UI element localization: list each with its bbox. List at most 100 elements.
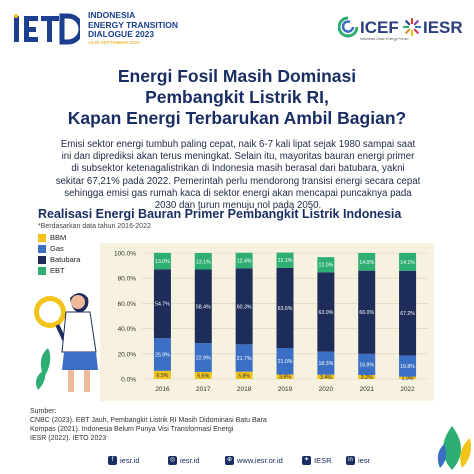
facebook-icon: f [108,456,117,465]
headline-line: Pembangkit Listrik RI, [145,87,329,107]
globe-icon: ⊕ [225,456,234,465]
data-label: 54.7% [155,302,170,308]
data-label: 13.1% [196,259,211,265]
footer-link-facebook[interactable]: f iesr.id [108,456,140,465]
header-bar: INDONESIA ENERGY TRANSITION DIALOGUE 202… [0,0,474,58]
x-tick-label: 2017 [196,386,211,393]
bar-segment-bbm [358,374,376,379]
bar-segment-gas [399,355,417,377]
icef-name: ICEF [360,18,399,37]
body-paragraph: Emisi sektor energi tumbuh paling cepat,… [36,139,440,212]
y-tick-label: 40.0% [118,326,137,333]
chart-note: *Berdasarkan data tahun 2016-2022 [38,223,151,230]
bar-segment-ebt [317,257,335,273]
source-heading: Sumber: [30,408,57,415]
footer-link-label: www.iesr.or.id [237,456,283,465]
bar-segment-bbm [276,374,294,379]
data-label: 16.8% [400,364,415,370]
source-item: CNBC (2023). EBT Jauh, Pembangkit Listri… [30,417,267,424]
event-name-line: ENERGY TRANSITION [88,19,179,30]
footer-link-label: iesr [358,456,371,465]
body-line: sehingga emisi gas rumah kaca di sektor … [64,187,412,199]
x-tick-label: 2016 [155,386,170,393]
footer-social-links: f iesr.id ◎ iesr.id ⊕ www.iesr.or.id ✦ I… [0,452,474,474]
data-label: 5.8% [238,373,250,379]
data-label: 1.9% [402,376,414,382]
x-tick-label: 2022 [400,386,415,393]
bar-segment-bbm [317,374,335,379]
bar-segment-ebt [153,252,171,270]
data-label: 25.9% [155,352,170,358]
bar-segment-gas [235,344,253,372]
legend-item-batubara: Batubara [38,254,80,265]
legend-item-gas: Gas [38,243,80,254]
data-label: 18.3% [318,361,333,367]
data-label: 58.4% [196,304,211,310]
chart-legend: BBM Gas Batubara EBT [38,232,80,276]
data-label: 63.0% [318,310,333,316]
event-name: INDONESIA ENERGY TRANSITION DIALOGUE 202… [88,10,179,46]
bar-segment-batubara [153,269,171,339]
footer-link-linkedin[interactable]: in iesr [346,456,370,465]
data-label: 3.4% [320,375,332,381]
bar-segment-gas [358,353,376,375]
event-name-line: DIALOGUE 2023 [88,29,155,39]
legend-label: EBT [50,266,65,275]
ietd-logo [14,13,80,45]
icef-tagline: Indonesia Clean Energy Forum [360,37,409,41]
x-tick-label: 2020 [319,386,334,393]
body-line: ini dan diprediksi akan terus meningkat.… [61,151,415,163]
bar-segment-batubara [399,270,417,356]
data-label: 12.1% [278,258,293,264]
instagram-icon: ◎ [168,456,177,465]
footer-link-website[interactable]: ⊕ www.iesr.or.id [225,456,283,465]
chart-title: Realisasi Energi Bauran Primer Pembangki… [38,207,402,221]
bar-segment-batubara [358,270,376,354]
bar-segment-ebt [399,253,417,271]
bar-segment-batubara [235,268,253,345]
y-tick-label: 0.0% [121,377,136,384]
bar-segment-ebt [276,252,294,268]
event-name-line: INDONESIA [88,10,136,20]
y-tick-label: 100.0% [114,251,136,258]
y-tick-label: 60.0% [118,301,137,308]
body-line: di subsektor ketenagalistrikan di Indone… [71,163,405,175]
legend-label: BBM [50,233,67,242]
legend-swatch-bbm [38,233,46,242]
data-label: 22.9% [196,356,211,362]
bar-segment-gas [153,338,171,371]
x-tick-label: 2019 [278,386,293,393]
data-label: 67.2% [400,311,415,317]
bar-segment-gas [276,348,294,375]
bar-segment-bbm [235,371,253,379]
footer-link-instagram[interactable]: ◎ iesr.id [168,456,200,465]
iesr-name: IESR [423,18,463,37]
legend-item-ebt: EBT [38,265,80,276]
footer-link-twitter[interactable]: ✦ IESR [302,456,332,465]
stacked-bar-chart: 0.0% 20.0% 40.0% 60.0% 80.0% 100.0% 6.5% 25.9% 5… [114,251,428,393]
legend-swatch-gas [38,244,46,253]
decorative-leaves [437,426,471,470]
data-label: 16.8% [359,362,374,368]
footer-link-label: iesr.id [180,456,200,465]
data-label: 63.6% [278,306,293,312]
legend-swatch-batubara [38,255,46,264]
woman-with-magnifier-illustration [34,293,98,392]
data-label: 66.0% [359,310,374,316]
source-item: IESR (2022). IETO 2023 [30,435,107,442]
legend-swatch-ebt [38,266,46,275]
body-line: sekitar 67,21% pada 2022. Pemerintah per… [55,175,421,187]
body-line: Emisi sektor energi tumbuh paling cepat,… [60,139,416,150]
bar-segment-bbm [194,371,212,379]
data-label: 5.6% [197,373,209,379]
legend-label: Gas [50,244,64,253]
headline-line: Kapan Energi Terbarukan Ambil Bagian? [67,108,407,128]
data-label: 12.4% [237,259,252,265]
event-dates: 18-20 SEPTEMBER 2023 [88,39,140,45]
bar-segment-bbm [153,370,171,379]
linkedin-icon: in [346,456,355,465]
footer-link-label: iesr.id [120,456,140,465]
data-label: 3.2% [361,375,373,381]
data-label: 13.0% [155,259,170,265]
legend-item-bbm: BBM [38,232,80,243]
